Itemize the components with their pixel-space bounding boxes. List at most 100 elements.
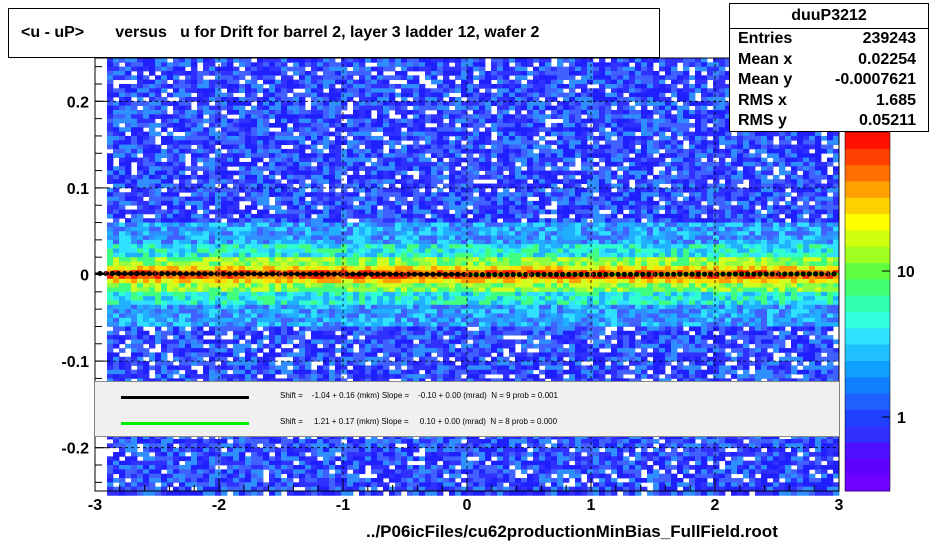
heatmap-cell: [233, 127, 240, 133]
heatmap-cell: [131, 140, 138, 145]
heatmap-cell: [617, 70, 624, 76]
heatmap-cell: [437, 209, 444, 215]
heatmap-cell: [479, 209, 486, 215]
heatmap-cell: [509, 226, 516, 232]
heatmap-cell: [617, 192, 624, 197]
heatmap-cell: [305, 118, 312, 124]
heatmap-cell: [401, 179, 408, 184]
heatmap-cell: [725, 166, 732, 171]
heatmap-cell: [617, 79, 624, 85]
heatmap-cell: [395, 109, 402, 115]
heatmap-cell: [107, 200, 114, 206]
heatmap-cell: [353, 92, 360, 98]
heatmap-cell: [311, 209, 318, 215]
heatmap-cell: [623, 231, 630, 236]
heatmap-cell: [677, 174, 684, 180]
heatmap-cell: [185, 96, 192, 102]
heatmap-cell: [197, 75, 204, 81]
heatmap-cell: [707, 213, 714, 219]
heatmap-cell: [557, 140, 564, 145]
heatmap-cell: [287, 83, 294, 89]
heatmap-cell: [599, 183, 606, 189]
heatmap-cell: [191, 135, 198, 141]
heatmap-cell: [203, 187, 210, 193]
heatmap-cell: [299, 153, 306, 158]
heatmap-cell: [239, 248, 246, 254]
heatmap-cell: [773, 187, 780, 193]
heatmap-cell: [215, 122, 222, 128]
heatmap-cell: [539, 218, 546, 223]
heatmap-cell: [695, 122, 702, 128]
heatmap-cell: [191, 140, 198, 145]
heatmap-cell: [335, 153, 342, 158]
heatmap-cell: [521, 196, 528, 202]
heatmap-cell: [509, 235, 516, 241]
heatmap-cell: [215, 252, 222, 258]
heatmap-cell: [647, 248, 654, 254]
heatmap-cell: [605, 114, 612, 120]
heatmap-cell: [317, 92, 324, 98]
heatmap-cell: [371, 200, 378, 206]
heatmap-cell: [317, 140, 324, 145]
heatmap-cell: [209, 170, 216, 176]
heatmap-cell: [197, 140, 204, 145]
heatmap-cell: [185, 226, 192, 232]
heatmap-cell: [203, 183, 210, 189]
heatmap-cell: [395, 235, 402, 241]
heatmap-cell: [755, 174, 762, 180]
heatmap-cell: [485, 148, 492, 154]
heatmap-cell: [323, 96, 330, 102]
heatmap-cell: [743, 200, 750, 206]
heatmap-cell: [347, 114, 354, 120]
heatmap-cell: [377, 144, 384, 150]
heatmap-cell: [125, 109, 132, 115]
heatmap-cell: [353, 170, 360, 176]
heatmap-cell: [419, 226, 426, 232]
heatmap-cell: [245, 109, 252, 115]
heatmap-cell: [557, 235, 564, 241]
heatmap-cell: [821, 170, 828, 176]
heatmap-cell: [113, 153, 120, 158]
heatmap-cell: [377, 166, 384, 171]
heatmap-cell: [347, 196, 354, 202]
heatmap-cell: [131, 209, 138, 215]
heatmap-cell: [353, 239, 360, 245]
heatmap-cell: [557, 239, 564, 245]
heatmap-cell: [497, 148, 504, 154]
heatmap-cell: [791, 131, 798, 137]
heatmap-cell: [125, 166, 132, 171]
heatmap-cell: [473, 58, 480, 63]
heatmap-cell: [335, 127, 342, 133]
heatmap-cell: [479, 192, 486, 197]
heatmap-cell: [137, 222, 144, 228]
heatmap-cell: [263, 92, 270, 98]
heatmap-cell: [107, 170, 114, 176]
heatmap-cell: [131, 66, 138, 72]
heatmap-cell: [503, 192, 510, 197]
heatmap-cell: [341, 183, 348, 189]
heatmap-cell: [107, 96, 114, 102]
heatmap-cell: [605, 213, 612, 219]
heatmap-cell: [455, 161, 462, 167]
heatmap-cell: [449, 66, 456, 72]
heatmap-cell: [623, 205, 630, 210]
heatmap-cell: [737, 239, 744, 245]
heatmap-cell: [581, 222, 588, 228]
heatmap-cell: [809, 179, 816, 184]
heatmap-cell: [491, 187, 498, 193]
heatmap-cell: [395, 244, 402, 249]
heatmap-cell: [221, 92, 228, 98]
heatmap-cell: [215, 179, 222, 184]
heatmap-cell: [419, 105, 426, 111]
heatmap-cell: [395, 222, 402, 228]
heatmap-cell: [713, 153, 720, 158]
heatmap-cell: [419, 166, 426, 171]
heatmap-cell: [641, 131, 648, 137]
heatmap-cell: [275, 96, 282, 102]
heatmap-cell: [323, 248, 330, 254]
heatmap-cell: [419, 96, 426, 102]
heatmap-cell: [137, 83, 144, 89]
heatmap-cell: [821, 231, 828, 236]
heatmap-cell: [179, 66, 186, 72]
heatmap-cell: [665, 213, 672, 219]
